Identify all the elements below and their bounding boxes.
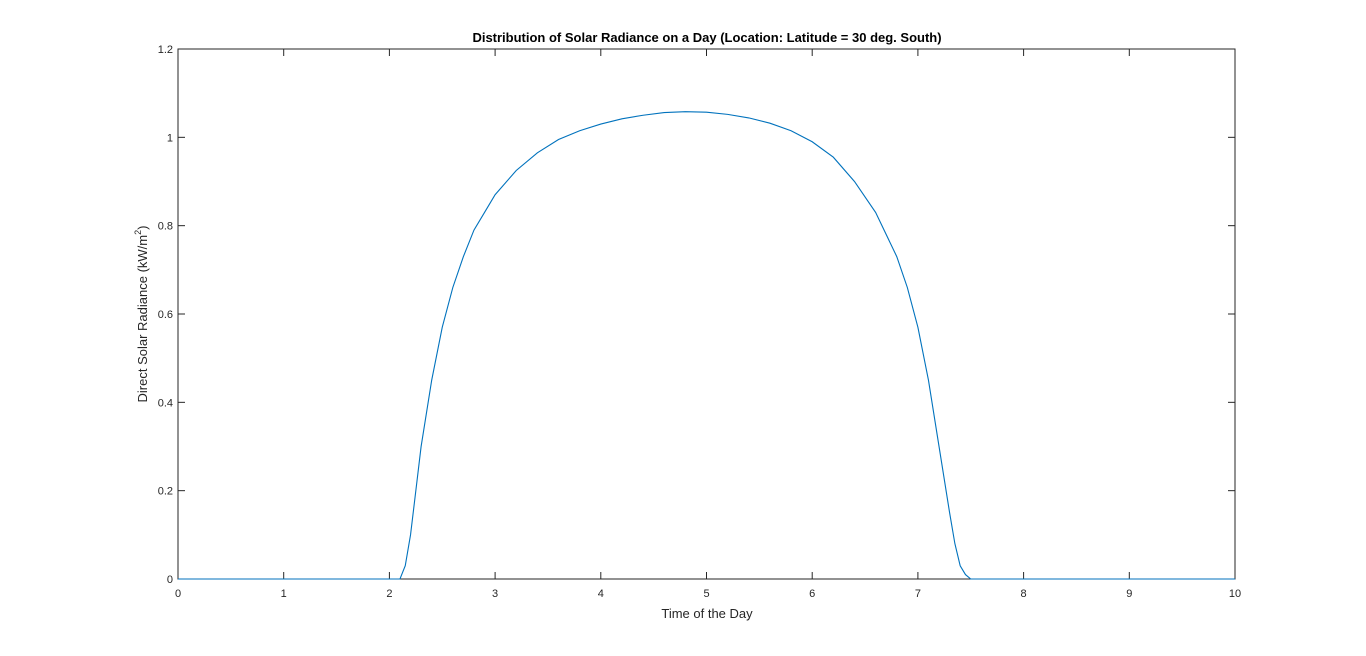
y-tick-label: 0.8 — [158, 221, 173, 233]
y-axis-label-close: ) — [135, 226, 150, 230]
series-line — [178, 111, 1235, 580]
y-axis-label-main: Direct Solar Radiance (kW/m — [135, 235, 150, 403]
plot-area — [177, 48, 1236, 580]
x-tick-labels: 0 1 2 3 4 5 6 7 8 9 10 — [175, 588, 1241, 600]
axis-ticks — [177, 48, 1236, 580]
x-tick-label: 6 — [809, 588, 815, 600]
y-tick-label: 0.4 — [158, 397, 173, 409]
x-tick-label: 4 — [598, 588, 604, 600]
x-tick-label: 2 — [386, 588, 392, 600]
x-tick-label: 3 — [492, 588, 498, 600]
x-tick-label: 1 — [281, 588, 287, 600]
chart-title: Distribution of Solar Radiance on a Day … — [472, 30, 941, 45]
x-tick-label: 5 — [703, 588, 709, 600]
y-tick-label: 1.2 — [158, 44, 173, 56]
y-tick-label: 0 — [167, 574, 173, 586]
x-tick-label: 7 — [915, 588, 921, 600]
y-axis-label: Direct Solar Radiance (kW/m2) — [133, 226, 150, 403]
y-tick-label: 1 — [167, 132, 173, 144]
x-tick-label: 9 — [1126, 588, 1132, 600]
axes-box — [177, 48, 1236, 580]
x-tick-label: 8 — [1021, 588, 1027, 600]
y-tick-label: 0.2 — [158, 486, 173, 498]
y-tick-labels: 0 0.2 0.4 0.6 0.8 1 1.2 — [158, 44, 173, 586]
x-tick-label: 0 — [175, 588, 181, 600]
x-axis-label: Time of the Day — [661, 606, 753, 621]
x-tick-label: 10 — [1229, 588, 1241, 600]
y-axis-label-superscript: 2 — [133, 230, 143, 235]
y-tick-label: 0.6 — [158, 309, 173, 321]
